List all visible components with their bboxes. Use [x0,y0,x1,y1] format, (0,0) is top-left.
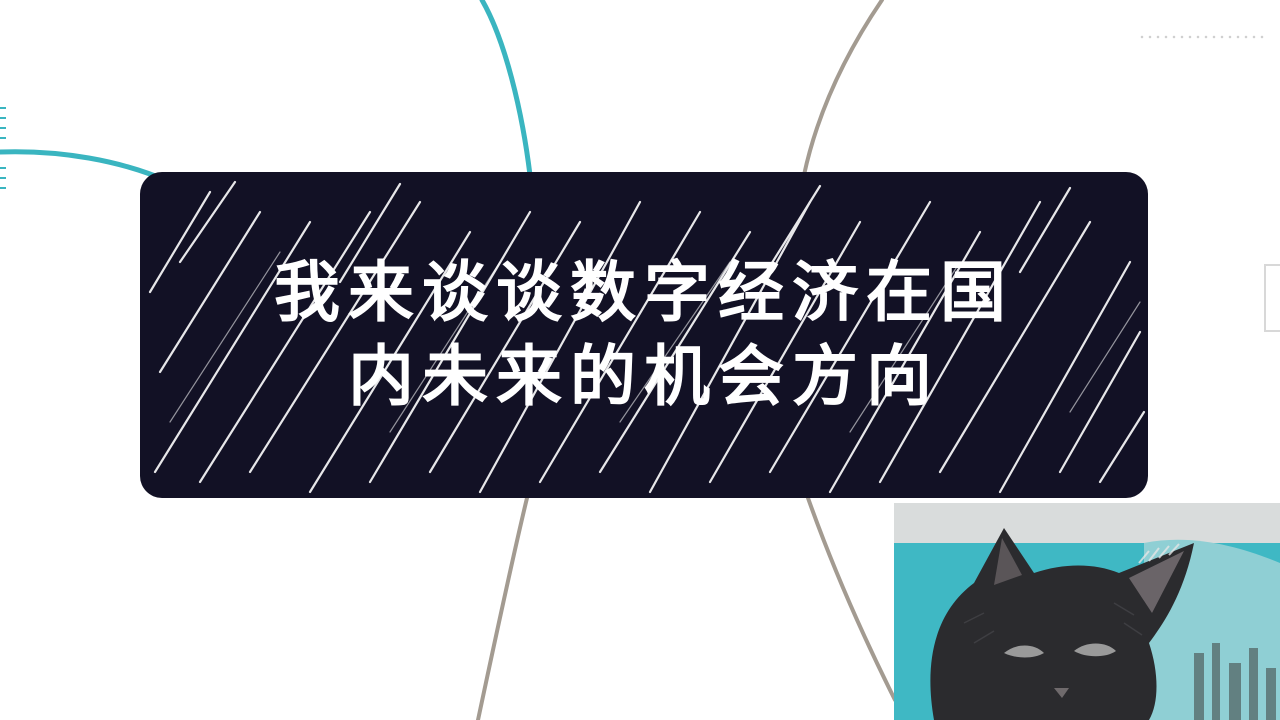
top-right-dots [1138,34,1268,40]
title-line-2: 内未来的机会方向 [348,338,940,415]
taupe-branch-bottom-left [476,496,529,720]
hatch-texture [148,180,1146,494]
right-edge-bracket [1264,264,1280,332]
title-card: 我来谈谈数字经济在国 内未来的机会方向 [140,172,1148,498]
left-edge-ticks [0,107,6,189]
webcam-overlay [894,503,1280,720]
title-line-1: 我来谈谈数字经济在国 [274,254,1014,331]
title-text: 我来谈谈数字经济在国 内未来的机会方向 [140,172,1148,498]
taupe-branch-bottom-right [806,496,897,702]
teal-branch-top [479,0,533,178]
cat-face-icon [894,503,1280,720]
taupe-branch-top [802,0,884,177]
